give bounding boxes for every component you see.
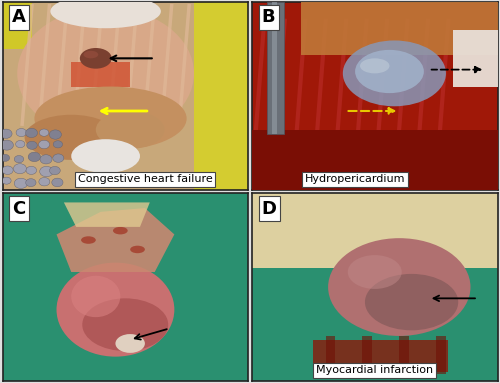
Circle shape [28,152,40,162]
Bar [272,2,276,134]
Ellipse shape [365,274,458,330]
Circle shape [40,166,53,177]
Ellipse shape [360,58,390,74]
Polygon shape [454,30,498,87]
Ellipse shape [50,0,161,28]
Bar [400,336,409,373]
Circle shape [26,128,38,137]
Ellipse shape [80,48,112,69]
Circle shape [53,141,62,148]
Ellipse shape [84,51,98,58]
Circle shape [16,141,25,148]
Circle shape [2,177,11,184]
Polygon shape [71,62,130,87]
Text: Hydropericardium: Hydropericardium [305,174,406,184]
Circle shape [2,166,13,175]
Circle shape [40,155,52,164]
Ellipse shape [56,263,174,357]
Polygon shape [64,203,150,227]
Ellipse shape [348,255,402,289]
Circle shape [52,178,63,187]
Circle shape [14,178,28,188]
Text: C: C [12,200,26,218]
Circle shape [38,140,50,149]
Polygon shape [56,208,174,272]
Text: Congestive heart failure: Congestive heart failure [78,174,212,184]
Ellipse shape [24,115,118,160]
Ellipse shape [343,41,446,106]
Circle shape [26,166,36,174]
Circle shape [14,155,24,163]
Text: Myocardial infarction: Myocardial infarction [316,365,434,375]
Circle shape [16,129,26,137]
Circle shape [40,129,49,136]
Text: D: D [262,200,277,218]
Bar [436,336,446,373]
Text: B: B [262,8,276,26]
Bar [362,336,372,373]
Circle shape [26,141,37,149]
Ellipse shape [34,87,186,151]
Ellipse shape [71,276,120,317]
Ellipse shape [113,227,128,234]
Polygon shape [252,193,498,268]
Polygon shape [314,340,448,372]
Circle shape [14,164,26,173]
Bar [326,336,336,373]
Ellipse shape [82,298,168,351]
Polygon shape [301,2,498,54]
Circle shape [26,178,36,187]
Ellipse shape [96,111,164,149]
Circle shape [53,154,64,162]
Ellipse shape [355,50,424,93]
Polygon shape [2,2,32,49]
Ellipse shape [17,8,194,139]
Circle shape [0,140,14,150]
Ellipse shape [116,334,145,353]
Bar [252,130,498,190]
Circle shape [39,177,50,186]
Ellipse shape [81,236,96,244]
Circle shape [50,166,60,175]
Text: A: A [12,8,26,26]
Circle shape [0,154,10,161]
Circle shape [50,130,62,139]
Ellipse shape [71,139,140,173]
Bar [266,2,284,134]
Polygon shape [194,2,248,190]
Ellipse shape [130,246,145,253]
Ellipse shape [328,238,470,336]
Circle shape [0,129,12,138]
